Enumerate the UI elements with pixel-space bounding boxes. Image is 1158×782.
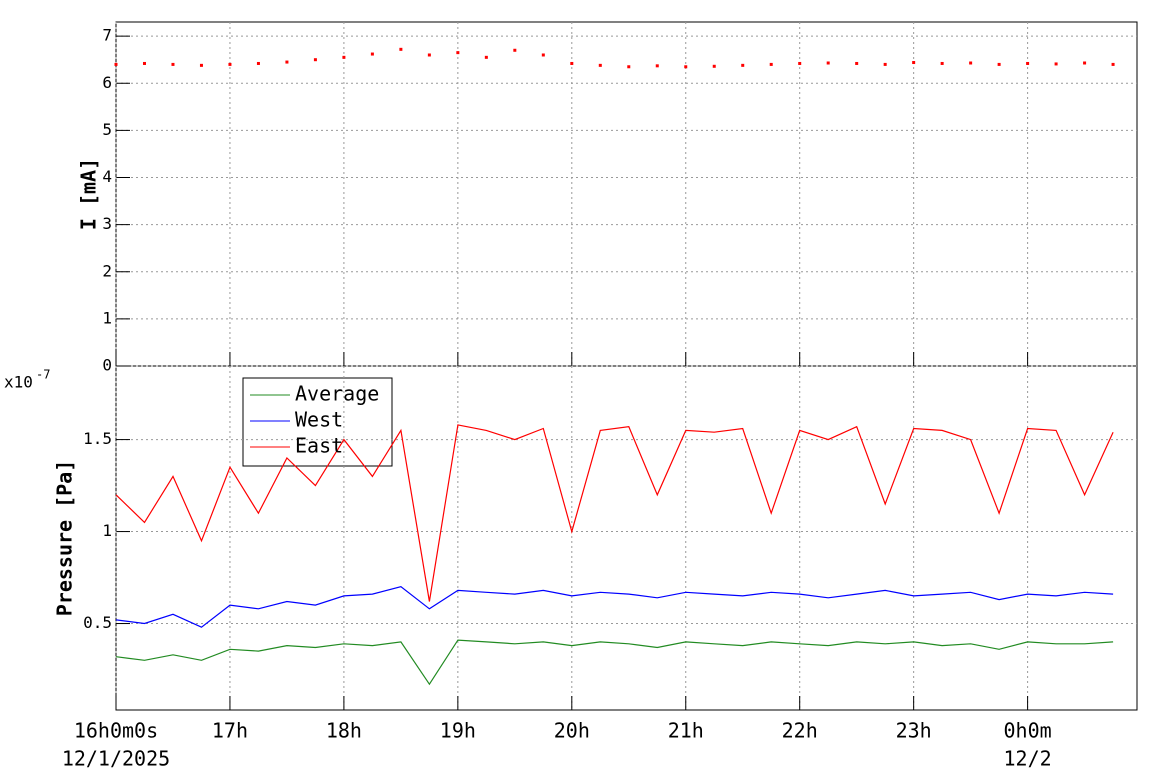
y-tick-label: 4 <box>102 167 112 186</box>
y-tick-label: 1 <box>102 308 112 327</box>
y-scale: x10 <box>4 373 33 392</box>
point <box>427 53 431 57</box>
legend-label: West <box>295 408 343 432</box>
y-tick-label: 7 <box>102 26 112 45</box>
point <box>1083 61 1087 65</box>
top-frame <box>115 21 1138 367</box>
point <box>228 62 232 66</box>
point <box>883 62 887 66</box>
point <box>969 61 973 65</box>
point <box>370 52 374 56</box>
point <box>1054 62 1058 66</box>
point <box>142 61 146 65</box>
point <box>513 48 517 52</box>
point <box>399 47 403 51</box>
point <box>627 65 631 69</box>
y-tick-label: 0.5 <box>83 613 112 632</box>
y-tick-label: 5 <box>102 120 112 139</box>
legend-box <box>242 377 393 467</box>
point <box>171 62 175 66</box>
point <box>285 60 289 64</box>
point <box>313 58 317 62</box>
y-tick-label: 0 <box>102 356 112 375</box>
point <box>912 61 916 65</box>
y-axis-title: I [mA] <box>77 158 101 230</box>
legend-label: East <box>295 434 343 458</box>
point <box>1026 61 1030 65</box>
x-tick-label: 17h <box>212 719 248 743</box>
series-line <box>115 639 1114 686</box>
point <box>1111 62 1115 66</box>
point <box>997 62 1001 66</box>
point <box>826 61 830 65</box>
x-tick-label: 0h0m <box>1004 719 1052 743</box>
point <box>570 61 574 65</box>
point <box>798 61 802 65</box>
point <box>456 51 460 55</box>
point <box>598 63 602 67</box>
x-tick-label: 19h <box>440 719 476 743</box>
point <box>484 55 488 59</box>
y-tick-label: 6 <box>102 73 112 92</box>
x-tick-label: 22h <box>782 719 818 743</box>
x-tick-label: 20h <box>554 719 590 743</box>
point <box>684 65 688 69</box>
point <box>855 61 859 65</box>
y-scale-power: -7 <box>36 368 50 382</box>
y-tick-label: 1 <box>102 521 112 540</box>
point <box>114 62 118 66</box>
x-tick-label: 21h <box>668 719 704 743</box>
date-label: 12/1/2025 <box>62 747 170 771</box>
x-tick-label: 16h0m0s <box>74 719 158 743</box>
y-axis-title: Pressure [Pa] <box>53 460 77 617</box>
legend-label: Average <box>295 382 379 406</box>
point <box>741 63 745 67</box>
point <box>655 64 659 68</box>
y-tick-label: 1.5 <box>83 429 112 448</box>
point <box>256 61 260 65</box>
date-label: 12/2 <box>1004 747 1052 771</box>
point <box>541 53 545 57</box>
point <box>940 61 944 65</box>
point <box>769 62 773 66</box>
y-tick-label: 3 <box>102 214 112 233</box>
y-tick-label: 2 <box>102 261 112 280</box>
x-tick-label: 18h <box>326 719 362 743</box>
point <box>712 64 716 68</box>
point <box>199 63 203 67</box>
point <box>342 55 346 59</box>
x-tick-label: 23h <box>896 719 932 743</box>
series-line <box>115 586 1114 628</box>
series-line <box>115 424 1114 602</box>
